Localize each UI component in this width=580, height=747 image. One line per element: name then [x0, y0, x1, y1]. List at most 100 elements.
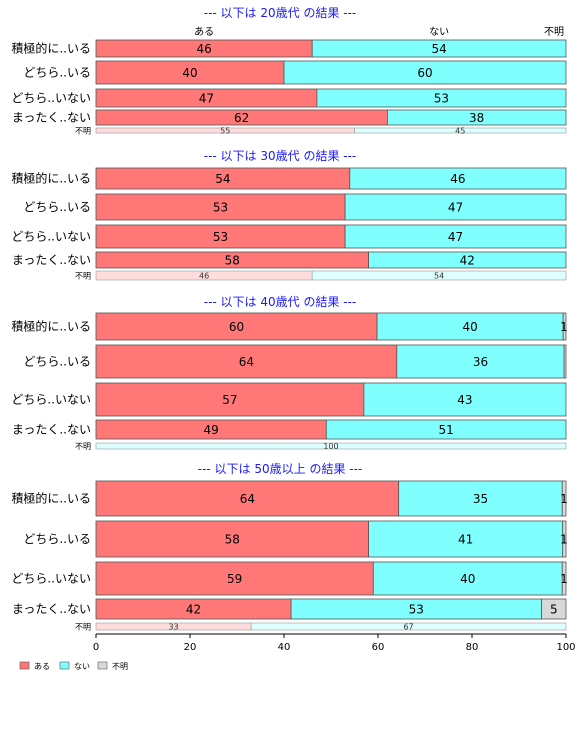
data-label: 53 [213, 230, 228, 244]
data-label: 53 [434, 92, 449, 106]
legend-swatch-aru [19, 661, 30, 670]
data-label: 64 [240, 492, 255, 506]
category-label: どちら..いる [23, 200, 91, 214]
bar-segment-nai [396, 344, 565, 379]
data-label: 35 [473, 492, 488, 506]
data-label: 47 [199, 92, 214, 106]
data-label: 54 [215, 172, 230, 186]
legend-label-nai: ない [74, 662, 90, 671]
category-label: 不明 [75, 272, 91, 281]
category-label: まったく..ない [12, 602, 91, 616]
bar-segment-nai [311, 270, 567, 281]
category-label: 不明 [75, 127, 91, 136]
data-label: 41 [458, 533, 473, 547]
bar-segment-nai [372, 561, 563, 596]
panel-title: --- 以下は 20歳代 の結果 --- [204, 6, 357, 20]
category-label: 積極的に..いる [11, 41, 91, 56]
panel-title: --- 以下は 50歳以上 の結果 --- [198, 462, 363, 476]
bar-segment-aru [95, 561, 374, 596]
bar-segment-aru [95, 193, 346, 221]
bar-segment-aru [95, 480, 400, 517]
bar-segment-aru [95, 382, 365, 417]
bar-segment-fumei [561, 480, 567, 517]
legend-label-fumei: 不明 [112, 662, 128, 671]
category-label: どちら..いない [11, 230, 91, 244]
data-label: 57 [222, 393, 237, 407]
data-label: 40 [460, 572, 475, 586]
bar-segment-fumei [562, 312, 567, 341]
bar-segment-nai [325, 419, 567, 440]
data-label: 40 [462, 320, 477, 334]
data-label: 53 [213, 201, 228, 215]
bar-segment-nai [95, 442, 567, 450]
category-label: まったく..ない [12, 253, 91, 267]
bar-segment-nai [363, 382, 567, 417]
data-label: 64 [239, 355, 254, 369]
data-label: 43 [457, 393, 472, 407]
data-label: 60 [229, 320, 244, 334]
data-label: 55 [220, 127, 230, 136]
bar-segment-nai [368, 520, 564, 558]
x-tick-label: 40 [278, 642, 291, 653]
x-tick-label: 0 [93, 642, 99, 653]
category-label: 不明 [75, 623, 91, 632]
data-label: 67 [403, 623, 413, 632]
panel-title: --- 以下は 40歳代 の結果 --- [204, 295, 357, 309]
bar-segment-aru [95, 344, 398, 379]
bar-segment-nai [354, 127, 567, 134]
data-label: 46 [450, 172, 465, 186]
column-header-aru: ある [194, 26, 214, 38]
category-label: どちら..いない [11, 572, 91, 586]
bar-segment-nai [349, 167, 567, 190]
category-label: 積極的に..いる [11, 491, 91, 506]
bar-segment-fumei [541, 598, 567, 620]
panel-title: --- 以下は 30歳代 の結果 --- [204, 149, 357, 163]
legend-swatch-fumei [97, 661, 108, 670]
bar-segment-nai [386, 109, 567, 126]
data-label: 46 [196, 42, 211, 56]
bar-segment-fumei [562, 520, 567, 558]
category-label: どちら..いる [23, 355, 91, 369]
bar-segment-nai [344, 224, 567, 249]
category-label: 積極的に..いる [11, 319, 91, 334]
data-label: 58 [225, 533, 240, 547]
data-label: 42 [460, 254, 475, 268]
data-label: 54 [434, 272, 444, 281]
bar-segment-nai [368, 251, 567, 269]
data-label: 1 [560, 572, 568, 586]
data-label: 40 [182, 66, 197, 80]
data-label: 5 [550, 603, 558, 617]
x-tick-label: 60 [372, 642, 385, 653]
data-label: 49 [204, 423, 219, 437]
data-label: 42 [186, 603, 201, 617]
category-label: 積極的に..いる [11, 171, 91, 186]
data-label: 60 [417, 66, 432, 80]
data-label: 51 [439, 423, 454, 437]
bar-segment-aru [95, 312, 378, 341]
category-label: まったく..ない [12, 111, 91, 125]
bar-segment-aru [95, 520, 370, 558]
bar-segment-fumei [563, 344, 567, 379]
data-label: 1 [560, 492, 568, 506]
x-tick-label: 20 [184, 642, 197, 653]
category-label: どちら..いる [23, 532, 91, 546]
data-label: 1 [560, 320, 568, 334]
x-tick-label: 80 [466, 642, 479, 653]
bar-segment-nai [316, 88, 567, 108]
data-label: 58 [225, 254, 240, 268]
data-label: 62 [234, 111, 249, 125]
category-label: どちら..いない [11, 393, 91, 407]
bar-segment-nai [283, 60, 567, 85]
bar-segment-nai [344, 193, 567, 221]
data-label: 38 [469, 111, 484, 125]
data-label: 53 [409, 603, 424, 617]
data-label: 45 [455, 127, 465, 136]
category-label: どちら..いる [23, 66, 91, 80]
data-label: 54 [431, 42, 446, 56]
data-label: 47 [448, 230, 463, 244]
legend-swatch-nai [59, 661, 70, 670]
column-header-fumei: 不明 [544, 26, 564, 38]
data-label: 100 [323, 442, 338, 451]
bar-segment-nai [376, 312, 564, 341]
